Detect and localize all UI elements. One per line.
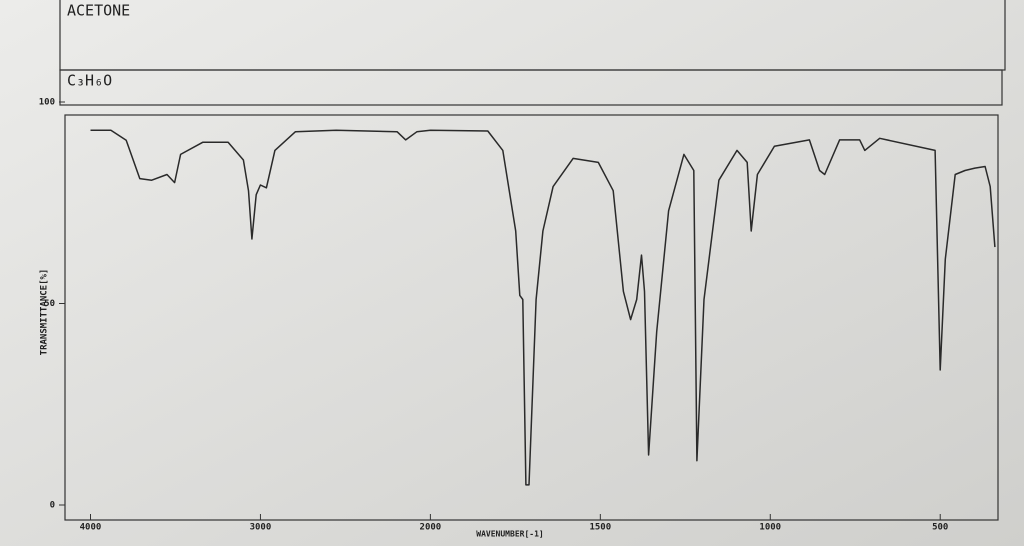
y-tick-label: 50 [44,299,55,309]
x-tick-label: 1000 [759,523,781,533]
y-axis-label: TRANSMITTANCE[%] [40,269,50,356]
plot-frame [64,114,999,521]
compound-name: ACETONE [67,2,130,20]
x-axis-label: WAVENUMBER[-1] [476,530,543,539]
x-tick-label: 4000 [80,523,102,533]
y-tick-label: 0 [50,501,55,511]
x-tick-label: 1500 [589,523,611,533]
x-tick-label: 2000 [420,523,442,533]
y-tick-label: 100 [39,98,55,108]
x-tick-label: 500 [932,523,948,533]
formula-box [59,69,1003,106]
formula: C₃H₆O [67,72,112,90]
spectrum-line [90,129,996,486]
x-tick-label: 3000 [250,523,272,533]
